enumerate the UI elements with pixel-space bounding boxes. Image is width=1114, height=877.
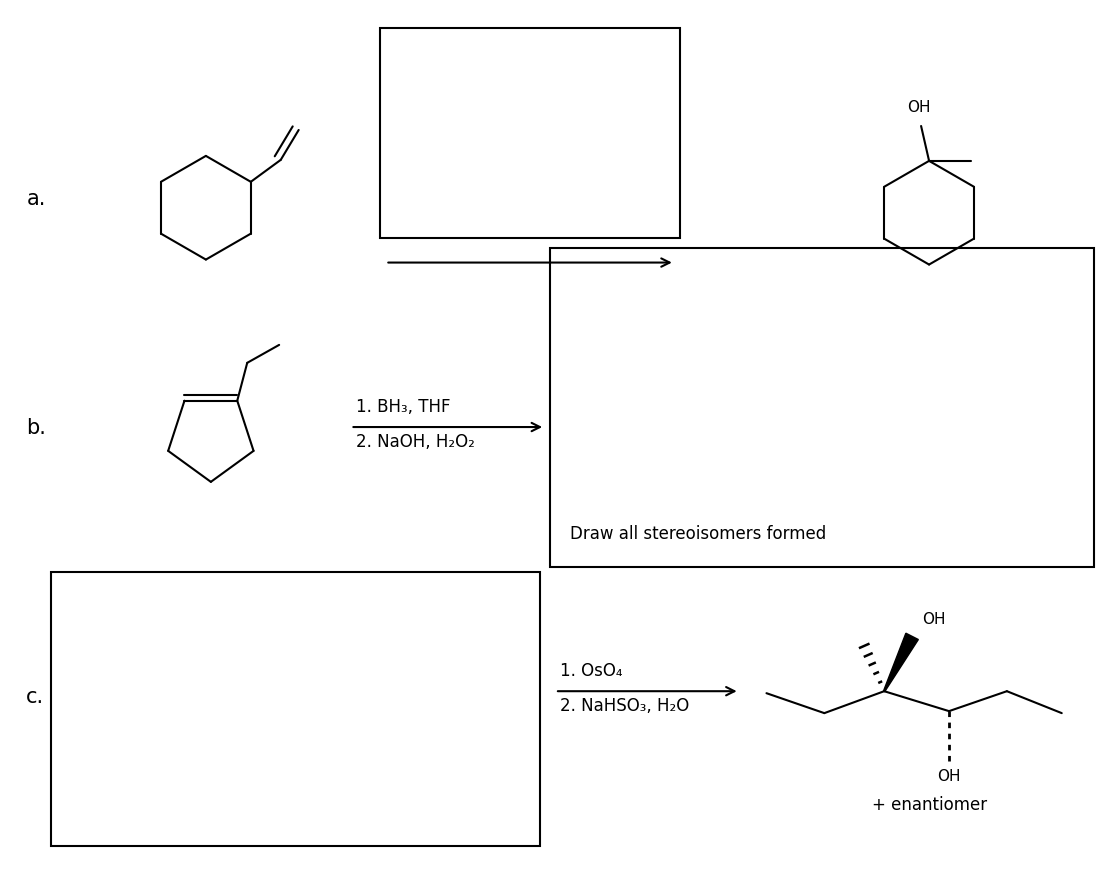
Text: + enantiomer: + enantiomer [871, 795, 987, 813]
Text: b.: b. [27, 417, 46, 438]
Text: 2. NaOH, H₂O₂: 2. NaOH, H₂O₂ [355, 432, 475, 451]
Text: Draw all stereoisomers formed: Draw all stereoisomers formed [570, 524, 827, 542]
Text: 2. NaHSO₃, H₂O: 2. NaHSO₃, H₂O [560, 696, 690, 715]
Text: 1. BH₃, THF: 1. BH₃, THF [355, 397, 450, 416]
Text: 1. OsO₄: 1. OsO₄ [560, 661, 623, 680]
Text: OH: OH [922, 611, 946, 627]
Text: a.: a. [27, 189, 46, 209]
Bar [381, 29, 680, 239]
Text: c.: c. [27, 687, 45, 706]
Polygon shape [883, 633, 918, 692]
Text: OH: OH [907, 100, 931, 115]
Text: OH: OH [937, 768, 960, 783]
Bar [550, 248, 1094, 567]
Bar [51, 572, 540, 845]
